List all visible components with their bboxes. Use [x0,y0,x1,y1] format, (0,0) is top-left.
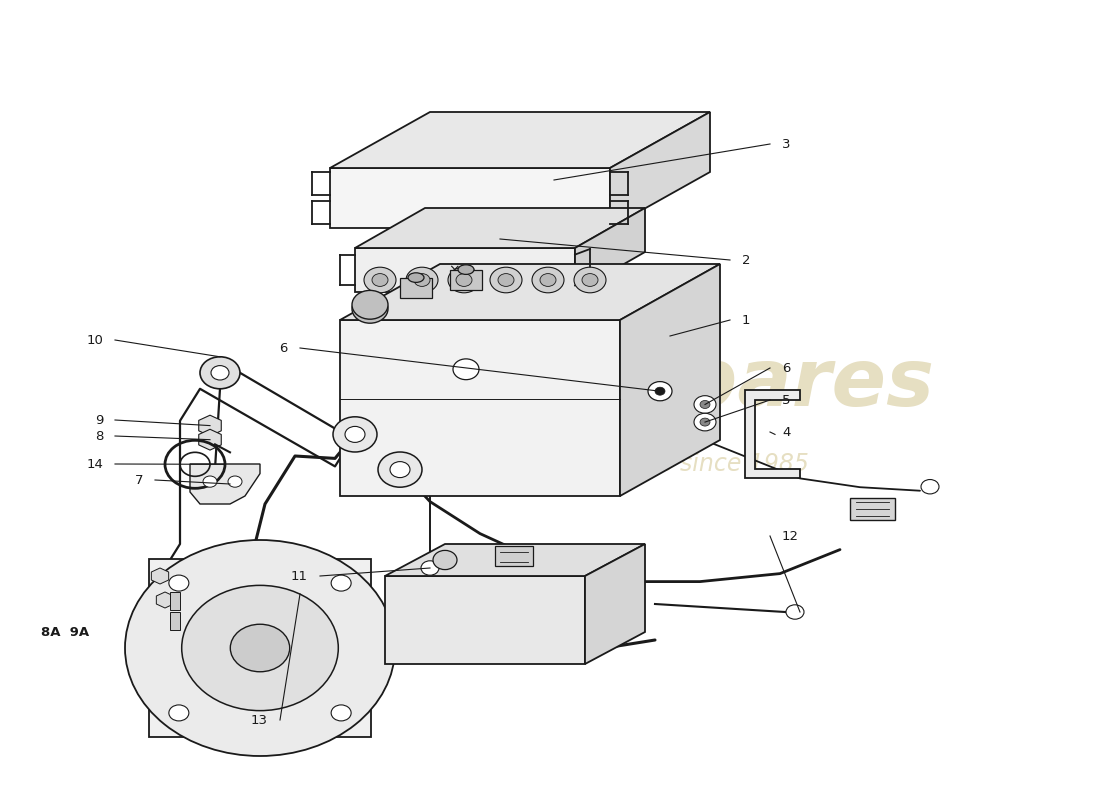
Circle shape [372,274,388,286]
Circle shape [421,561,439,575]
Polygon shape [610,112,710,228]
Text: 13: 13 [251,714,268,726]
Circle shape [333,417,377,452]
Circle shape [654,387,666,395]
Text: ×: × [448,263,460,277]
Circle shape [125,540,395,756]
Polygon shape [385,576,585,664]
Bar [170,592,180,610]
Bar [170,612,180,630]
Circle shape [648,382,672,401]
Text: 5: 5 [782,394,791,406]
Circle shape [228,476,242,487]
Circle shape [456,274,472,286]
Circle shape [694,414,716,431]
Circle shape [378,452,422,487]
Polygon shape [450,270,482,290]
Polygon shape [340,264,720,320]
Circle shape [921,479,939,494]
Text: a passion for parts since 1985: a passion for parts since 1985 [452,452,808,476]
Circle shape [352,290,388,319]
Circle shape [345,426,365,442]
Circle shape [700,418,710,426]
Circle shape [490,267,522,293]
Circle shape [352,294,388,323]
Circle shape [453,359,478,380]
Text: 6: 6 [782,362,791,374]
Circle shape [331,705,351,721]
Text: 2: 2 [742,254,750,266]
Bar [148,559,372,737]
Polygon shape [745,390,800,478]
Circle shape [406,267,438,293]
Bar [850,498,895,520]
Circle shape [169,575,189,591]
Text: 3: 3 [782,138,791,150]
Circle shape [364,267,396,293]
Circle shape [700,401,710,409]
Circle shape [230,624,289,672]
Polygon shape [575,208,645,292]
Text: 6: 6 [279,342,288,354]
Polygon shape [385,544,645,576]
Circle shape [200,357,240,389]
Polygon shape [355,208,645,248]
Circle shape [786,605,804,619]
Circle shape [211,366,229,380]
Polygon shape [355,248,575,292]
Circle shape [540,274,556,286]
Circle shape [414,274,430,286]
Circle shape [169,705,189,721]
Circle shape [582,274,598,286]
Circle shape [331,575,351,591]
Text: 1: 1 [742,314,750,326]
Circle shape [433,550,456,570]
Text: 12: 12 [782,530,799,542]
Polygon shape [330,112,710,168]
Ellipse shape [458,265,474,274]
Polygon shape [190,464,260,504]
Polygon shape [585,544,645,664]
Text: 9: 9 [95,414,103,426]
Circle shape [390,462,410,478]
Circle shape [498,274,514,286]
Polygon shape [620,264,721,496]
Text: 11: 11 [292,570,308,582]
Circle shape [448,267,480,293]
Bar [495,546,534,566]
Circle shape [694,396,716,414]
Text: 8A  9A: 8A 9A [41,626,89,638]
Circle shape [182,586,339,710]
Text: 7: 7 [134,474,143,486]
Text: 10: 10 [86,334,103,346]
Circle shape [204,476,217,487]
Ellipse shape [408,273,424,282]
Text: 4: 4 [782,426,791,438]
Circle shape [532,267,564,293]
Circle shape [574,267,606,293]
Text: 8: 8 [95,430,103,442]
Text: 14: 14 [86,458,103,470]
Polygon shape [400,278,432,298]
Polygon shape [340,320,620,496]
Text: eurospares: eurospares [426,345,935,423]
Polygon shape [330,168,610,228]
